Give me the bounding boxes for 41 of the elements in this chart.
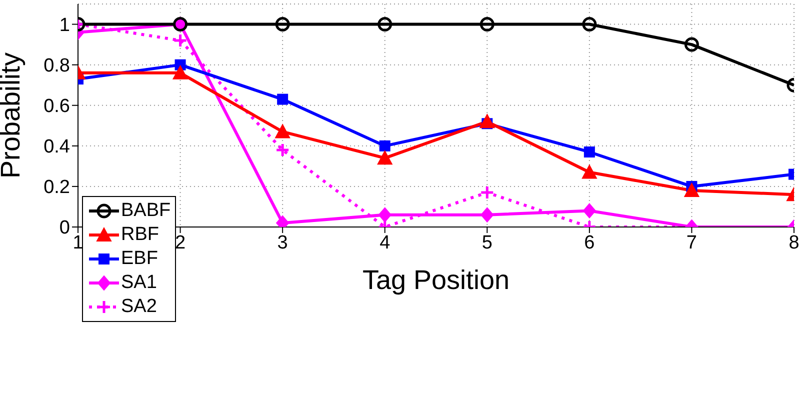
legend-label: RBF (121, 224, 159, 246)
point (173, 33, 188, 48)
point (480, 114, 495, 128)
point (584, 146, 595, 158)
point (582, 17, 597, 32)
point (684, 183, 700, 198)
point (582, 203, 596, 218)
point (377, 150, 392, 165)
legend-label: SA2 (121, 296, 157, 318)
legend-label: EBF (121, 248, 158, 270)
point (275, 124, 290, 138)
point (378, 207, 392, 222)
x-tick-label: 3 (277, 232, 288, 254)
point (684, 37, 699, 52)
point (275, 142, 290, 158)
point (275, 17, 290, 32)
legend-label: BABF (121, 200, 171, 222)
x-tick-label: 8 (788, 232, 800, 254)
legend-label: SA1 (121, 272, 157, 294)
y-tick-label: 0.8 (44, 56, 70, 77)
x-tick-label: 2 (174, 232, 186, 254)
y-axis-title: Probability (0, 52, 26, 179)
x-tick-label: 1 (72, 232, 84, 254)
x-tick-label: 6 (584, 232, 595, 254)
y-tick-label: 0 (59, 218, 70, 239)
point (582, 164, 597, 179)
x-tick-label: 4 (380, 232, 391, 254)
y-tick-label: 1 (59, 15, 70, 36)
point (379, 140, 390, 152)
y-tick-label: 0.2 (44, 177, 70, 198)
point (277, 94, 288, 105)
y-tick-label: 0.4 (44, 136, 70, 158)
y-tick-label: 0.6 (44, 96, 70, 118)
x-tick-label: 5 (482, 232, 492, 254)
point (480, 185, 494, 200)
point (172, 65, 188, 80)
point (480, 17, 494, 32)
x-axis-title: Tag Position (362, 265, 510, 295)
point (480, 207, 494, 222)
x-tick-label: 7 (686, 232, 698, 254)
point (378, 17, 392, 32)
